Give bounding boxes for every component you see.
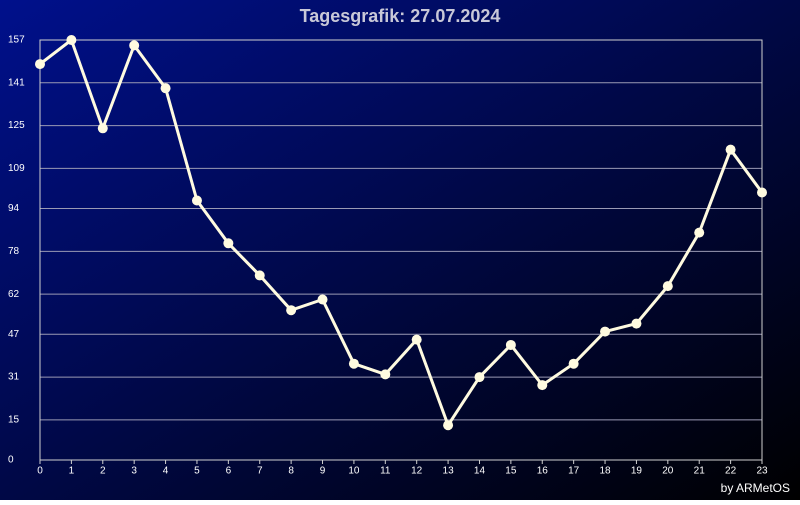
- y-tick-label: 78: [8, 246, 20, 257]
- point: [223, 238, 234, 249]
- x-tick-label: 16: [537, 466, 549, 477]
- x-tick-label: 23: [756, 466, 768, 477]
- credit: by ARMetOS: [721, 481, 790, 495]
- x-tick-label: 10: [348, 466, 360, 477]
- point: [757, 187, 767, 198]
- x-tick-label: 18: [599, 466, 611, 477]
- point: [694, 227, 705, 238]
- y-tick-label: 157: [8, 35, 25, 46]
- x-tick-label: 21: [694, 466, 706, 477]
- y-tick-label: 141: [8, 77, 25, 88]
- x-tick-label: 12: [411, 466, 423, 477]
- y-tick-label: 62: [8, 289, 20, 300]
- y-tick-label: 47: [8, 329, 20, 340]
- point: [631, 318, 642, 329]
- point: [35, 59, 45, 70]
- x-tick-label: 15: [505, 466, 517, 477]
- point: [254, 270, 265, 281]
- point: [129, 40, 140, 51]
- chart-title: Tagesgrafik: 27.07.2024: [300, 6, 501, 26]
- x-tick-label: 22: [725, 466, 737, 477]
- point: [160, 83, 171, 94]
- x-tick-label: 20: [662, 466, 674, 477]
- point: [443, 420, 454, 431]
- y-tick-label: 125: [8, 120, 25, 131]
- x-tick-label: 13: [443, 466, 455, 477]
- point: [600, 326, 611, 337]
- x-tick-label: 4: [163, 466, 169, 477]
- point: [66, 35, 77, 45]
- x-tick-label: 3: [131, 466, 137, 477]
- x-tick-label: 2: [100, 466, 106, 477]
- plot-frame: [39, 39, 763, 461]
- x-tick-label: 19: [631, 466, 643, 477]
- point: [286, 305, 297, 316]
- y-tick-label: 0: [8, 455, 14, 466]
- x-tick-label: 1: [69, 466, 75, 477]
- point: [97, 123, 108, 134]
- point: [348, 358, 359, 369]
- point: [505, 339, 516, 350]
- y-tick-label: 94: [8, 203, 20, 214]
- x-tick-label: 14: [474, 466, 486, 477]
- point: [725, 144, 736, 155]
- y-tick-label: 15: [8, 415, 20, 426]
- x-tick-label: 9: [320, 466, 326, 477]
- point: [474, 372, 485, 383]
- x-tick-label: 5: [194, 466, 200, 477]
- x-tick-label: 8: [288, 466, 294, 477]
- point: [662, 281, 673, 292]
- x-tick-label: 17: [568, 466, 580, 477]
- y-tick-label: 109: [8, 163, 25, 174]
- x-tick-label: 6: [226, 466, 232, 477]
- x-tick-label: 7: [257, 466, 263, 477]
- x-tick-label: 0: [37, 466, 43, 477]
- x-tick-label: 11: [380, 466, 391, 477]
- line: [39, 38, 764, 427]
- point: [568, 358, 579, 369]
- point: [411, 334, 422, 345]
- point: [317, 294, 328, 305]
- point: [537, 380, 548, 391]
- point: [191, 195, 202, 206]
- point: [380, 369, 391, 380]
- y-tick-label: 31: [8, 372, 20, 383]
